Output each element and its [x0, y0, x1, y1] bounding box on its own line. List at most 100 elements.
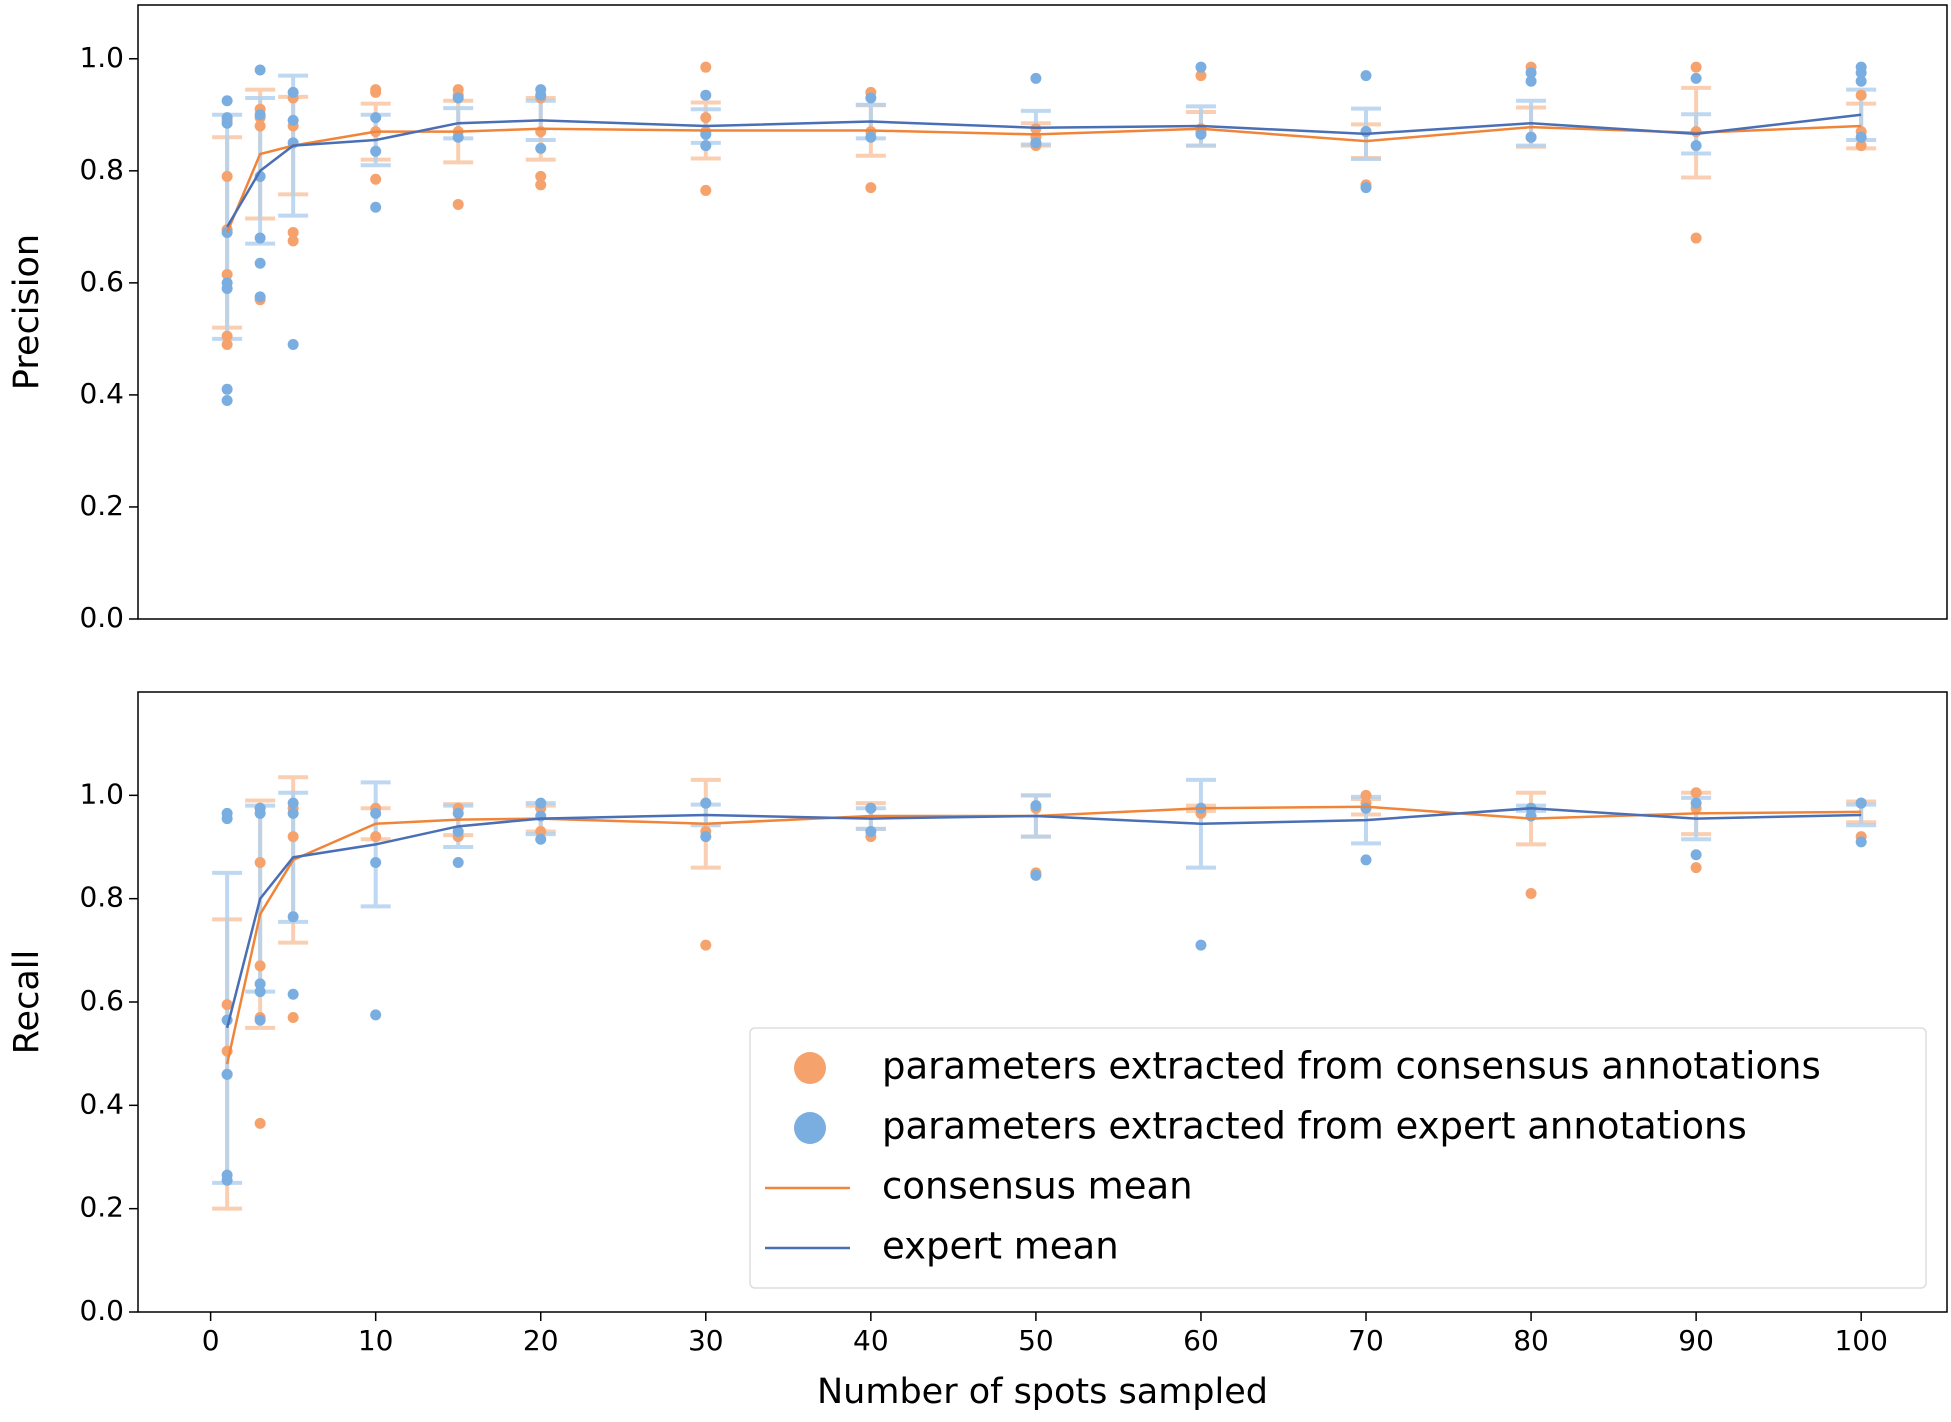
plot-frame — [137, 4, 1948, 620]
point — [221, 1068, 233, 1080]
point — [287, 911, 299, 923]
y-tick-label: 1.0 — [79, 777, 124, 810]
point — [865, 92, 877, 104]
point — [1030, 800, 1042, 812]
point — [221, 268, 233, 280]
legend-marker — [794, 1052, 826, 1084]
point — [700, 939, 712, 951]
point — [370, 807, 382, 819]
point — [1690, 72, 1702, 84]
point — [535, 826, 547, 837]
point — [1855, 75, 1867, 87]
mean-line — [225, 806, 1862, 1029]
point — [1525, 131, 1537, 143]
x-tick-label: 100 — [1834, 1324, 1887, 1357]
point — [1030, 72, 1042, 84]
point — [287, 86, 299, 98]
x-tick-label: 10 — [358, 1324, 394, 1357]
point — [1525, 888, 1537, 899]
point — [535, 179, 547, 191]
point — [865, 131, 877, 143]
point — [287, 831, 299, 843]
point — [1690, 849, 1702, 861]
point — [1360, 789, 1372, 801]
point — [1525, 75, 1537, 87]
y-tick-label: 0.6 — [79, 265, 124, 298]
point — [1855, 140, 1867, 152]
y-tick-label: 0.6 — [79, 984, 124, 1017]
point — [865, 826, 877, 837]
point — [221, 282, 233, 294]
point — [254, 120, 266, 132]
point — [254, 64, 266, 76]
point — [254, 986, 266, 998]
legend-label: parameters extracted from consensus anno… — [882, 1045, 1821, 1088]
x-tick-label: 90 — [1678, 1324, 1714, 1357]
point — [254, 1117, 266, 1129]
y-tick-label: 1.0 — [79, 41, 124, 74]
point — [287, 235, 299, 247]
point — [1360, 126, 1372, 138]
point — [254, 257, 266, 269]
point — [700, 797, 712, 809]
y-tick-label: 0.2 — [79, 1191, 124, 1224]
y-tick-label: 0.4 — [79, 1087, 124, 1120]
x-axis-label: Number of spots sampled — [817, 1372, 1268, 1412]
point — [287, 114, 299, 126]
point — [221, 383, 233, 395]
point — [370, 201, 382, 213]
x-tick-label: 30 — [688, 1324, 724, 1357]
point — [221, 95, 233, 107]
point — [1525, 67, 1537, 79]
point — [535, 833, 547, 845]
point — [535, 797, 547, 809]
point — [221, 117, 233, 129]
point — [1525, 810, 1537, 822]
point — [1195, 939, 1207, 951]
y-tick-label: 0.8 — [79, 153, 124, 186]
point — [287, 338, 299, 350]
point — [1855, 67, 1867, 79]
legend-label: consensus mean — [882, 1165, 1193, 1208]
x-tick-label: 80 — [1513, 1324, 1549, 1357]
point — [700, 184, 712, 196]
point — [535, 170, 547, 182]
point — [700, 140, 712, 152]
plot-frame — [137, 691, 1948, 1313]
mean-line — [226, 113, 1862, 228]
point — [1855, 797, 1867, 809]
point — [1690, 862, 1702, 874]
x-tick-label: 60 — [1183, 1324, 1219, 1357]
point — [370, 831, 382, 843]
point — [254, 978, 266, 990]
point — [254, 291, 266, 303]
legend: parameters extracted from consensus anno… — [749, 1027, 1927, 1289]
x-tick-label: 70 — [1348, 1324, 1384, 1357]
point — [535, 142, 547, 154]
point — [1855, 131, 1867, 143]
legend-marker — [794, 1112, 826, 1144]
y-axis-label: Recall — [7, 950, 47, 1054]
point — [700, 831, 712, 843]
point — [1690, 140, 1702, 152]
y-tick-label: 0.8 — [79, 881, 124, 914]
point — [700, 89, 712, 101]
point — [370, 857, 382, 868]
point — [1360, 802, 1372, 814]
point — [1195, 128, 1207, 140]
point — [221, 395, 233, 407]
y-axis-label: Precision — [7, 234, 47, 390]
y-tick-label: 0.4 — [79, 377, 124, 410]
point — [1855, 836, 1867, 848]
y-tick-label: 0.2 — [79, 489, 124, 522]
point — [1195, 70, 1207, 82]
point — [1855, 89, 1867, 101]
point — [221, 1174, 233, 1186]
point — [1690, 61, 1702, 73]
point — [254, 960, 266, 972]
mean-line — [225, 124, 1862, 233]
point — [452, 92, 464, 104]
x-tick-label: 40 — [853, 1324, 889, 1357]
point — [370, 173, 382, 185]
